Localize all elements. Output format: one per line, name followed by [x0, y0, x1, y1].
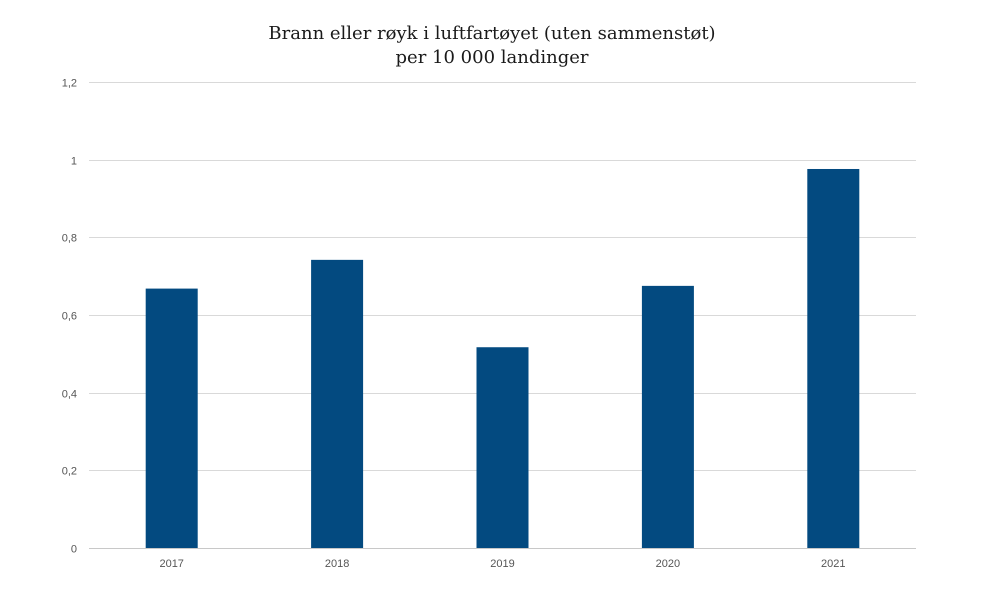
bars	[145, 168, 860, 548]
y-tick-label: 0,8	[62, 233, 77, 245]
x-tick-label: 2018	[325, 558, 349, 570]
y-tick-label: 0	[71, 544, 77, 556]
bar-2020	[641, 285, 694, 548]
y-tick-label: 1,2	[62, 78, 77, 90]
y-tick-label: 0,2	[62, 466, 77, 478]
bar-2021	[807, 168, 860, 548]
chart-title-line-2: per 10 000 landinger	[396, 47, 589, 68]
bar-2018	[311, 259, 364, 548]
y-tick-label: 1	[71, 156, 77, 168]
chart-title-line-1: Brann eller røyk i luftfartøyet (uten sa…	[268, 23, 715, 44]
bar-2019	[476, 347, 529, 548]
y-axis-tick-labels: 0 0,2 0,4 0,6 0,8 1 1,2	[62, 78, 77, 556]
x-tick-label: 2020	[656, 558, 680, 570]
x-axis-tick-labels: 2017 2018 2019 2020 2021	[159, 558, 845, 570]
bar-2017	[145, 288, 198, 548]
x-tick-label: 2017	[159, 558, 183, 570]
x-tick-label: 2021	[821, 558, 845, 570]
y-tick-label: 0,6	[62, 311, 77, 323]
y-tick-label: 0,4	[62, 389, 77, 401]
x-tick-label: 2019	[490, 558, 514, 570]
